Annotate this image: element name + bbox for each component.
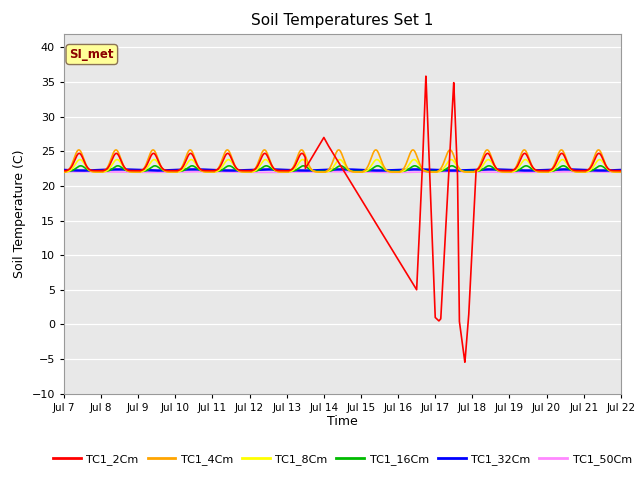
Line: TC1_16Cm: TC1_16Cm bbox=[64, 166, 621, 171]
TC1_8Cm bbox=[161, 168, 169, 174]
Title: Soil Temperatures Set 1: Soil Temperatures Set 1 bbox=[252, 13, 433, 28]
TC1_8Cm bbox=[476, 167, 483, 172]
TC1_32Cm bbox=[617, 167, 625, 173]
TC1_50Cm bbox=[617, 169, 625, 175]
TC1_4Cm bbox=[161, 168, 169, 174]
TC1_2Cm bbox=[394, 256, 402, 262]
TC1_16Cm bbox=[518, 165, 525, 171]
TC1_2Cm bbox=[422, 73, 429, 79]
Line: TC1_8Cm: TC1_8Cm bbox=[64, 160, 621, 172]
TC1_50Cm bbox=[476, 169, 483, 175]
TC1_4Cm bbox=[518, 149, 526, 155]
TC1_2Cm bbox=[422, 80, 430, 86]
TC1_32Cm bbox=[161, 168, 169, 173]
TC1_2Cm bbox=[617, 168, 625, 174]
TC1_32Cm bbox=[273, 167, 281, 172]
TC1_8Cm bbox=[397, 169, 405, 175]
TC1_32Cm bbox=[476, 167, 483, 172]
X-axis label: Time: Time bbox=[327, 415, 358, 429]
TC1_50Cm bbox=[573, 169, 581, 175]
TC1_32Cm bbox=[394, 167, 402, 173]
TC1_4Cm bbox=[476, 163, 483, 168]
TC1_2Cm bbox=[476, 164, 483, 170]
TC1_16Cm bbox=[161, 168, 169, 174]
TC1_32Cm bbox=[518, 168, 526, 173]
TC1_50Cm bbox=[394, 169, 402, 175]
TC1_8Cm bbox=[273, 168, 280, 174]
TC1_32Cm bbox=[60, 167, 68, 173]
TC1_16Cm bbox=[617, 168, 625, 174]
TC1_4Cm bbox=[446, 147, 454, 153]
Legend: TC1_2Cm, TC1_4Cm, TC1_8Cm, TC1_16Cm, TC1_32Cm, TC1_50Cm: TC1_2Cm, TC1_4Cm, TC1_8Cm, TC1_16Cm, TC1… bbox=[49, 450, 636, 469]
TC1_8Cm bbox=[447, 157, 455, 163]
TC1_2Cm bbox=[60, 168, 68, 174]
Line: TC1_2Cm: TC1_2Cm bbox=[64, 76, 621, 362]
TC1_4Cm bbox=[396, 169, 404, 175]
TC1_8Cm bbox=[394, 169, 402, 175]
TC1_16Cm bbox=[273, 168, 281, 174]
TC1_50Cm bbox=[264, 169, 272, 175]
TC1_32Cm bbox=[422, 167, 430, 172]
TC1_50Cm bbox=[518, 169, 525, 175]
TC1_50Cm bbox=[161, 169, 169, 175]
TC1_16Cm bbox=[584, 168, 591, 174]
TC1_4Cm bbox=[273, 168, 280, 174]
TC1_8Cm bbox=[518, 159, 526, 165]
TC1_2Cm bbox=[273, 168, 280, 173]
TC1_16Cm bbox=[476, 168, 483, 174]
TC1_2Cm bbox=[518, 153, 526, 159]
TC1_4Cm bbox=[422, 168, 430, 174]
TC1_4Cm bbox=[394, 169, 402, 175]
TC1_16Cm bbox=[422, 168, 430, 174]
Line: TC1_4Cm: TC1_4Cm bbox=[64, 150, 621, 172]
TC1_8Cm bbox=[60, 169, 68, 175]
TC1_16Cm bbox=[60, 168, 68, 174]
Line: TC1_32Cm: TC1_32Cm bbox=[64, 169, 621, 170]
TC1_4Cm bbox=[617, 169, 625, 175]
TC1_50Cm bbox=[273, 169, 281, 175]
TC1_8Cm bbox=[422, 168, 430, 174]
TC1_16Cm bbox=[77, 163, 84, 168]
TC1_4Cm bbox=[60, 169, 68, 175]
TC1_16Cm bbox=[394, 168, 402, 174]
TC1_50Cm bbox=[422, 169, 430, 175]
TC1_32Cm bbox=[264, 167, 272, 172]
TC1_50Cm bbox=[60, 169, 68, 175]
TC1_32Cm bbox=[153, 168, 161, 173]
TC1_2Cm bbox=[161, 167, 169, 173]
Text: SI_met: SI_met bbox=[70, 48, 114, 61]
TC1_2Cm bbox=[461, 360, 468, 365]
Y-axis label: Soil Temperature (C): Soil Temperature (C) bbox=[13, 149, 26, 278]
TC1_8Cm bbox=[617, 169, 625, 175]
